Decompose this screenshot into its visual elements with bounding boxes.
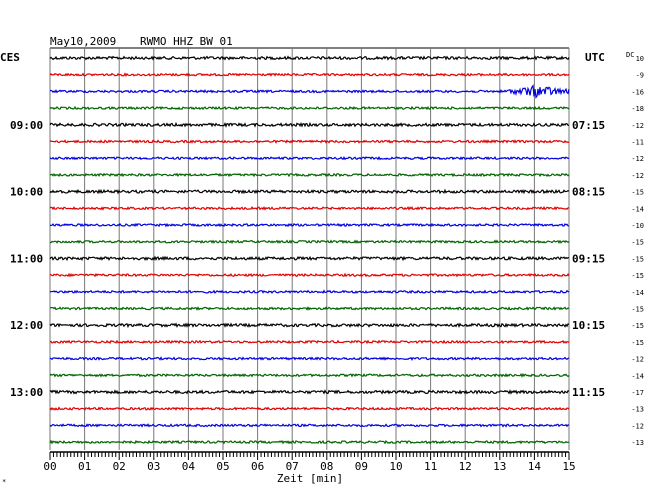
seismic-trace bbox=[49, 356, 570, 361]
seismic-trace bbox=[49, 322, 570, 329]
x-tick-label: 11 bbox=[424, 460, 437, 473]
dc-offset-label: -12 bbox=[631, 422, 644, 430]
x-tick-label: 13 bbox=[493, 460, 506, 473]
dc-offset-label: -13 bbox=[631, 406, 644, 414]
dc-offset-label: -17 bbox=[631, 389, 644, 397]
seismic-trace bbox=[49, 172, 570, 178]
corner-mark: * bbox=[2, 478, 6, 486]
seismic-trace bbox=[49, 389, 570, 395]
right-time-label: 10:15 bbox=[572, 319, 605, 332]
x-tick-label: 08 bbox=[320, 460, 333, 473]
x-tick-label: 15 bbox=[562, 460, 575, 473]
seismic-trace bbox=[49, 406, 570, 411]
x-tick-label: 12 bbox=[459, 460, 472, 473]
date-label: May10,2009 bbox=[50, 35, 116, 48]
x-tick-label: 04 bbox=[182, 460, 196, 473]
right-time-label: 07:15 bbox=[572, 119, 605, 132]
plot-grid bbox=[49, 47, 570, 450]
dc-offset-label: -13 bbox=[631, 439, 644, 447]
left-time-label: 11:00 bbox=[10, 252, 43, 265]
seismic-trace bbox=[49, 205, 570, 211]
x-tick-label: 02 bbox=[113, 460, 126, 473]
left-timezone-label: CES bbox=[0, 51, 20, 64]
dc-offset-label: -15 bbox=[631, 306, 644, 314]
seismic-trace bbox=[49, 255, 570, 262]
x-tick-label: 05 bbox=[216, 460, 229, 473]
dc-offset-label: -15 bbox=[631, 272, 644, 280]
seismic-trace bbox=[49, 188, 570, 195]
x-tick-label: 14 bbox=[528, 460, 542, 473]
dc-offset-label: -9 bbox=[636, 72, 644, 80]
seismic-trace bbox=[49, 55, 570, 61]
seismic-trace bbox=[49, 155, 570, 161]
dc-offset-label: -15 bbox=[631, 322, 644, 330]
seismic-trace bbox=[49, 272, 570, 278]
seismic-trace bbox=[49, 121, 570, 128]
dc-offset-label: -16 bbox=[631, 88, 644, 96]
x-tick-label: 03 bbox=[147, 460, 160, 473]
seismic-trace bbox=[49, 339, 570, 345]
right-time-label: 09:15 bbox=[572, 252, 605, 265]
seismic-trace bbox=[49, 84, 570, 99]
dc-offset-label: -12 bbox=[631, 356, 644, 364]
right-time-label: 11:15 bbox=[572, 386, 605, 399]
x-axis: 00 01 02 03 04 05 06 07 08 09 10 11 12 13 14 15 bbox=[43, 451, 576, 473]
dc-offset-label: -10 bbox=[631, 222, 644, 230]
station-label: RWMO HHZ BW 01 bbox=[140, 35, 233, 48]
seismic-trace bbox=[49, 105, 570, 111]
trace-group bbox=[49, 55, 570, 445]
dc-offset-label: -15 bbox=[631, 239, 644, 247]
seismic-trace bbox=[49, 423, 570, 428]
x-tick-label: 01 bbox=[78, 460, 91, 473]
dc-offset-label: -11 bbox=[631, 139, 644, 147]
seismic-trace bbox=[49, 239, 570, 245]
x-tick-label: 00 bbox=[43, 460, 56, 473]
dc-offset-label: -12 bbox=[631, 172, 644, 180]
seismic-trace bbox=[49, 72, 570, 78]
right-time-label: 08:15 bbox=[572, 186, 605, 199]
x-axis-title: Zeit [min] bbox=[277, 472, 343, 485]
dc-offset-label: -15 bbox=[631, 339, 644, 347]
x-tick-label: 09 bbox=[355, 460, 368, 473]
dc-offset-label: -12 bbox=[631, 122, 644, 130]
x-tick-label: 06 bbox=[251, 460, 264, 473]
dc-label: DC bbox=[626, 51, 634, 59]
dc-offset-label: -12 bbox=[631, 155, 644, 163]
seismic-trace bbox=[49, 306, 570, 311]
x-tick-label: 07 bbox=[286, 460, 299, 473]
dc-offset-label: -15 bbox=[631, 189, 644, 197]
dc-offset-label: -14 bbox=[631, 372, 644, 380]
label-group: 09:00 10:00 11:00 12:00 13:00 07:15 08:15 09:15… bbox=[10, 55, 644, 447]
seismic-trace bbox=[49, 289, 570, 295]
dc-offset-label: 10 bbox=[636, 55, 644, 63]
dc-offset-label: -18 bbox=[631, 105, 644, 113]
dc-offset-label: -14 bbox=[631, 289, 644, 297]
right-timezone-label: UTC bbox=[585, 51, 605, 64]
seismic-trace bbox=[49, 139, 570, 144]
left-time-label: 09:00 bbox=[10, 119, 43, 132]
dc-offset-label: -14 bbox=[631, 205, 644, 213]
seismic-trace bbox=[49, 222, 570, 228]
seismic-trace bbox=[49, 372, 570, 378]
seismic-trace bbox=[49, 439, 570, 445]
dc-offset-label: -15 bbox=[631, 255, 644, 263]
left-time-label: 12:00 bbox=[10, 319, 43, 332]
x-tick-label: 10 bbox=[389, 460, 402, 473]
left-time-label: 10:00 bbox=[10, 186, 43, 199]
left-time-label: 13:00 bbox=[10, 386, 43, 399]
